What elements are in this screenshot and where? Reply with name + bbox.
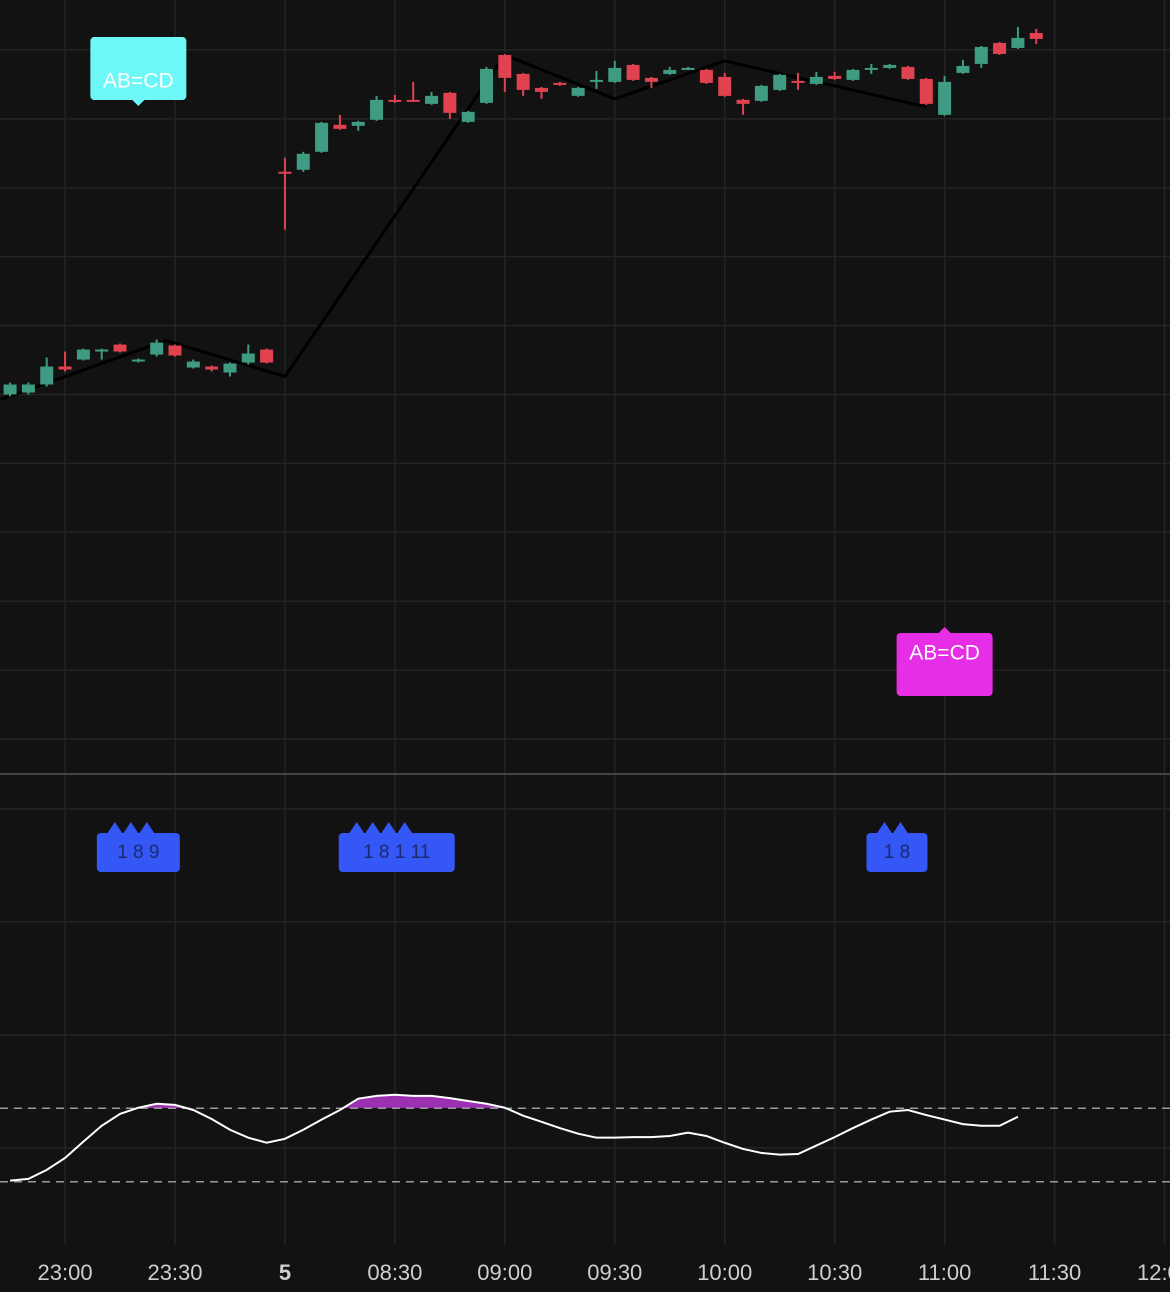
candle-body: [498, 54, 512, 78]
badge-text: 1 8 1 11: [363, 842, 430, 863]
candle-body: [131, 359, 145, 362]
candle-body: [608, 67, 622, 82]
candle-body: [791, 80, 805, 83]
candle-body: [993, 42, 1007, 54]
candle-body: [846, 69, 860, 80]
candle-body: [40, 366, 54, 385]
x-tick-label: 10:30: [807, 1260, 862, 1285]
candle-body: [809, 76, 823, 84]
candle-body: [516, 73, 530, 90]
candle-body: [95, 349, 109, 352]
candle-body: [3, 384, 17, 395]
badge-spike: [380, 822, 397, 834]
x-tick-label: 23:30: [147, 1260, 202, 1285]
candle-body: [406, 99, 420, 102]
label-box: [896, 633, 993, 696]
candle-body: [113, 344, 127, 352]
candle-body: [260, 349, 274, 363]
candle-body: [754, 85, 768, 101]
candle-body: [480, 68, 494, 103]
x-tick-label: 23:00: [38, 1260, 93, 1285]
label-pointer: [938, 627, 951, 633]
x-tick-label: 5: [279, 1260, 291, 1285]
candle-body: [278, 171, 292, 174]
candle-body: [443, 92, 457, 113]
candle-body: [296, 153, 310, 170]
badge-spike: [396, 822, 413, 834]
candle-body: [223, 363, 237, 373]
badge-spike: [106, 822, 123, 834]
x-tick-label: 08:30: [367, 1260, 422, 1285]
label-box: [90, 37, 187, 100]
badge-text: 1 8 9: [117, 842, 159, 863]
candle-body: [938, 81, 952, 115]
candle-body: [388, 99, 402, 102]
x-tick-label: 12:00: [1137, 1260, 1170, 1285]
candle-body: [883, 64, 897, 68]
candle-body: [663, 69, 677, 74]
candle-body: [571, 87, 585, 96]
candle-body: [1029, 32, 1043, 39]
badge-box: [338, 833, 455, 872]
candle-body: [370, 99, 384, 120]
candle-body: [425, 95, 439, 104]
x-tick-label: 09:30: [587, 1260, 642, 1285]
label-text: AB=CD: [909, 642, 980, 665]
candle-body: [644, 77, 658, 82]
candle-body: [168, 345, 182, 356]
candle-body: [76, 349, 90, 360]
badge: 1 8 9: [96, 822, 180, 872]
badge-text: 1 8: [884, 842, 910, 863]
candle-body: [956, 65, 970, 73]
badge-spike: [138, 822, 155, 834]
badge-box: [866, 833, 928, 872]
candle-body: [553, 82, 567, 85]
badge: 1 8 1 11: [338, 822, 455, 872]
pattern-label: AB=CD: [896, 627, 993, 696]
x-tick-label: 11:00: [918, 1260, 971, 1285]
candle-body: [534, 87, 548, 92]
candle-body: [333, 124, 347, 129]
label-pointer: [132, 100, 145, 106]
candle-body: [828, 75, 842, 79]
candle-body: [773, 74, 787, 90]
candle-body: [241, 353, 255, 363]
badge-spike: [876, 822, 893, 834]
candle-body: [21, 384, 35, 393]
candle-body: [186, 361, 200, 368]
candle-body: [315, 122, 329, 152]
pattern-label: AB=CD: [90, 37, 187, 106]
candle-body: [736, 99, 750, 104]
badge-spike: [348, 822, 365, 834]
candle-body: [974, 46, 988, 64]
candle-body: [351, 121, 365, 126]
badge-spike: [364, 822, 381, 834]
candle-body: [58, 366, 72, 370]
candle-body: [718, 76, 732, 96]
candle-body: [681, 67, 695, 70]
candle-body: [1011, 37, 1025, 48]
x-tick-label: 09:00: [477, 1260, 532, 1285]
candle-body: [150, 342, 164, 355]
oscillator-line: [9, 1093, 1019, 1182]
x-tick-label: 10:00: [697, 1260, 752, 1285]
candle-body: [589, 79, 603, 82]
badge-spike: [892, 822, 909, 834]
candle-body: [699, 69, 713, 83]
label-text: AB=CD: [103, 70, 174, 93]
badge-spike: [122, 822, 139, 834]
candle-body: [626, 64, 640, 80]
candle-body: [205, 366, 219, 370]
candle-body: [461, 111, 475, 122]
candle-body: [864, 67, 878, 70]
candle-body: [919, 78, 933, 104]
badge-box: [96, 833, 180, 872]
candle-body: [901, 66, 915, 79]
x-tick-label: 11:30: [1028, 1260, 1081, 1285]
badge: 1 8: [866, 822, 928, 872]
